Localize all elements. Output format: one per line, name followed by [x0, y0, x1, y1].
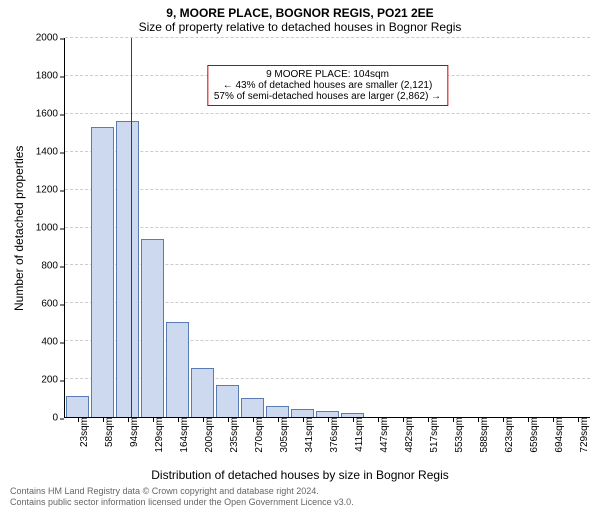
y-tick: 2000 — [28, 33, 58, 44]
y-axis-label: Number of detached properties — [10, 38, 28, 418]
y-tick: 1000 — [28, 223, 58, 234]
bar-slot: 164sqm — [165, 38, 190, 417]
bar-slot: 58sqm — [90, 38, 115, 417]
y-tick: 1400 — [28, 147, 58, 158]
x-tick-label: 164sqm — [179, 417, 185, 453]
chart-title-address: 9, MOORE PLACE, BOGNOR REGIS, PO21 2EE — [10, 6, 590, 20]
histogram-bar — [166, 322, 189, 417]
histogram-bar — [116, 121, 139, 417]
x-tick-label: 200sqm — [204, 417, 210, 453]
bar-slot: 588sqm — [465, 38, 490, 417]
histogram-bar — [191, 368, 214, 417]
x-tick-label: 411sqm — [354, 417, 360, 452]
x-tick-label: 376sqm — [329, 417, 335, 453]
x-tick-label: 623sqm — [504, 417, 510, 453]
bar-slot: 623sqm — [490, 38, 515, 417]
x-tick-label: 588sqm — [479, 417, 485, 453]
x-tick-label: 694sqm — [554, 417, 560, 453]
x-tick-label: 447sqm — [379, 417, 385, 453]
annotation-line3: 57% of semi-detached houses are larger (… — [214, 91, 441, 102]
plot-area: Number of detached properties 0200400600… — [10, 38, 590, 418]
histogram-bar — [91, 127, 114, 417]
y-tick: 1600 — [28, 109, 58, 120]
x-tick-label: 517sqm — [429, 417, 435, 453]
x-tick-label: 305sqm — [279, 417, 285, 453]
annotation-box: 9 MOORE PLACE: 104sqm ← 43% of detached … — [207, 65, 448, 106]
histogram-bar — [66, 396, 89, 417]
bar-slot: 729sqm — [565, 38, 590, 417]
bar-slot: 129sqm — [140, 38, 165, 417]
annotation-line2: ← 43% of detached houses are smaller (2,… — [214, 80, 441, 91]
footer-line1: Contains HM Land Registry data © Crown c… — [10, 486, 590, 497]
x-tick-label: 341sqm — [304, 417, 310, 453]
property-marker-line — [131, 38, 132, 417]
x-axis-label: Distribution of detached houses by size … — [10, 468, 590, 482]
bar-slot: 694sqm — [540, 38, 565, 417]
footer-line2: Contains public sector information licen… — [10, 497, 590, 508]
y-tick: 800 — [28, 261, 58, 272]
chart-title-desc: Size of property relative to detached ho… — [10, 20, 590, 34]
x-tick-label: 729sqm — [579, 417, 585, 453]
y-tick: 1200 — [28, 185, 58, 196]
x-tick-label: 58sqm — [104, 417, 110, 447]
x-tick-label: 270sqm — [254, 417, 260, 453]
x-tick-label: 94sqm — [129, 417, 135, 447]
histogram-bar — [216, 385, 239, 417]
bar-slot: 659sqm — [515, 38, 540, 417]
annotation-line1: 9 MOORE PLACE: 104sqm — [214, 69, 441, 80]
y-tick: 1800 — [28, 71, 58, 82]
bar-slot: 94sqm — [115, 38, 140, 417]
x-tick-label: 23sqm — [79, 417, 85, 447]
y-axis: 0200400600800100012001400160018002000 — [28, 38, 64, 418]
histogram-bar — [241, 398, 264, 417]
x-tick-label: 659sqm — [529, 417, 535, 453]
plot-region: 23sqm58sqm94sqm129sqm164sqm200sqm235sqm2… — [64, 38, 590, 418]
y-tick: 0 — [28, 413, 58, 424]
x-tick-label: 129sqm — [154, 417, 160, 453]
footer-attribution: Contains HM Land Registry data © Crown c… — [0, 482, 600, 515]
y-tick: 600 — [28, 299, 58, 310]
x-tick-label: 553sqm — [454, 417, 460, 453]
y-tick: 200 — [28, 375, 58, 386]
histogram-bar — [141, 239, 164, 417]
bar-slot: 23sqm — [65, 38, 90, 417]
chart-container: 9, MOORE PLACE, BOGNOR REGIS, PO21 2EE S… — [0, 0, 600, 482]
x-tick-label: 482sqm — [404, 417, 410, 453]
x-tick-label: 235sqm — [229, 417, 235, 453]
histogram-bar — [266, 406, 289, 417]
histogram-bar — [291, 409, 314, 417]
y-tick: 400 — [28, 337, 58, 348]
